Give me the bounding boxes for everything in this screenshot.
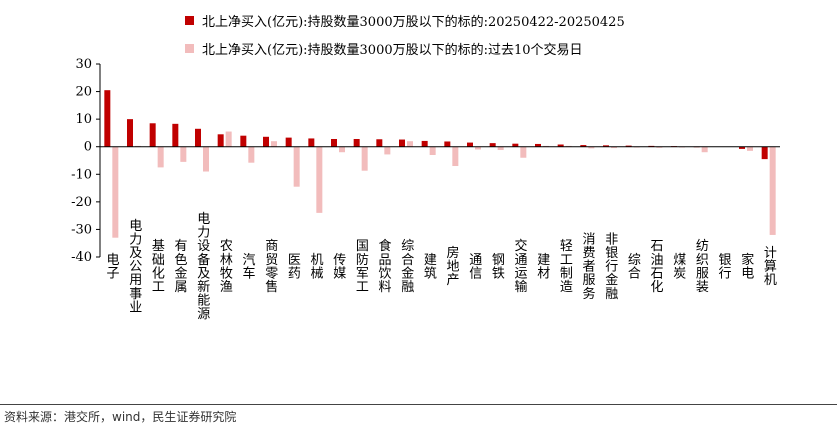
category-label: 煤炭 — [670, 252, 686, 280]
bar-series2-9 — [293, 146, 300, 187]
category-label: 机械 — [308, 252, 324, 279]
bar-series1-14 — [399, 139, 405, 147]
bar-series1-7 — [240, 135, 247, 147]
category-label: 钢铁 — [489, 252, 505, 279]
bar-series1-17 — [467, 142, 473, 147]
bar-series2-14 — [407, 141, 413, 147]
bar-series2-30 — [769, 146, 776, 235]
category-label: 银行 — [716, 252, 732, 280]
y-tick-label: 20 — [75, 85, 92, 100]
bar-series2-11 — [339, 146, 345, 153]
category-label: 房地产 — [444, 245, 460, 287]
category-label: 消费者服务 — [580, 232, 596, 300]
category-label: 电力及公用事业 — [126, 218, 142, 313]
bar-series1-29 — [739, 146, 745, 149]
source-note: 资料来源：港交所，wind，民生证券研究院 — [4, 410, 237, 424]
y-tick-label: -20 — [71, 195, 92, 210]
bar-series1-11 — [331, 138, 337, 147]
bar-series1-19 — [512, 143, 519, 147]
bar-series1-16 — [444, 141, 451, 147]
category-label: 纺织服装 — [693, 239, 709, 293]
category-label: 家电 — [738, 252, 754, 280]
bar-chart: 北上净买入(亿元):持股数量3000万股以下的标的:20250422-20250… — [71, 14, 780, 321]
legend-swatch-1 — [185, 16, 194, 25]
bar-series2-7 — [248, 146, 255, 163]
legend-label-2: 北上净买入(亿元):持股数量3000万股以下的标的:过去10个交易日 — [202, 42, 583, 58]
bar-series1-21 — [557, 144, 564, 147]
category-label: 国防军工 — [353, 239, 369, 293]
category-label: 建材 — [534, 252, 550, 279]
y-tick-label: 0 — [84, 140, 92, 155]
bar-series1-15 — [421, 140, 428, 147]
bar-series1-24 — [625, 145, 632, 147]
category-label: 轻工制造 — [557, 239, 573, 294]
category-label: 综合 — [625, 252, 641, 279]
category-label: 汽车 — [240, 252, 256, 279]
category-label: 综合金融 — [398, 239, 414, 293]
bar-series2-3 — [157, 146, 164, 168]
bar-series2-17 — [475, 146, 481, 150]
category-label: 电力设备及新能源 — [194, 212, 210, 321]
category-label: 交通运输 — [512, 238, 528, 293]
bar-series1-8 — [263, 136, 269, 147]
category-label: 石油石化 — [648, 239, 664, 294]
bar-series1-22 — [580, 145, 587, 147]
y-tick-label: -10 — [71, 167, 92, 182]
bar-series1-9 — [285, 137, 292, 147]
bar-series2-23 — [611, 146, 617, 149]
bar-series2-1 — [112, 146, 119, 238]
bar-series2-13 — [384, 146, 391, 155]
bar-series1-23 — [603, 145, 609, 147]
footer-divider — [0, 404, 837, 405]
category-label: 基础化工 — [149, 239, 165, 293]
y-tick-label: -40 — [71, 250, 92, 265]
bar-series1-12 — [353, 138, 360, 147]
legend-label-1: 北上净买入(亿元):持股数量3000万股以下的标的:20250422-20250… — [202, 14, 625, 30]
category-label: 农林牧渔 — [217, 239, 233, 293]
y-tick-label: -30 — [71, 222, 92, 237]
bar-series1-6 — [217, 134, 224, 147]
bar-series2-19 — [520, 146, 527, 158]
bar-series2-22 — [588, 146, 595, 149]
legend-swatch-2 — [185, 44, 194, 53]
bar-series1-20 — [535, 143, 541, 147]
category-label: 食品饮料 — [376, 238, 392, 293]
bar-series1-30 — [761, 146, 768, 160]
bar-series2-8 — [271, 141, 277, 147]
bar-series1-13 — [376, 139, 383, 147]
bar-series1-10 — [308, 138, 315, 147]
category-label: 传媒 — [330, 252, 346, 279]
bar-series2-15 — [429, 146, 436, 155]
category-label: 非银行金融 — [602, 232, 618, 300]
bar-series2-10 — [316, 146, 323, 213]
category-label: 电子 — [104, 252, 120, 279]
bar-series1-2 — [127, 119, 133, 147]
category-label: 医药 — [285, 252, 301, 279]
bar-series2-25 — [656, 146, 663, 148]
category-label: 通信 — [466, 252, 482, 279]
bar-series2-6 — [225, 131, 232, 147]
bar-series2-16 — [452, 146, 459, 167]
bar-series1-1 — [104, 90, 111, 147]
bar-series2-18 — [497, 146, 504, 151]
bar-series1-18 — [489, 143, 496, 147]
category-label: 建筑 — [421, 252, 437, 280]
bar-series1-4 — [172, 123, 179, 147]
y-tick-label: 10 — [75, 112, 92, 127]
category-label: 有色金属 — [172, 239, 188, 294]
bar-series2-4 — [180, 146, 187, 162]
category-label: 商贸零售 — [262, 239, 278, 293]
bar-series2-29 — [747, 146, 753, 151]
bar-series2-5 — [203, 146, 209, 172]
y-tick-label: 30 — [75, 57, 92, 72]
category-label: 计算机 — [761, 246, 777, 288]
bar-series2-12 — [361, 146, 368, 171]
bar-series1-5 — [195, 128, 201, 147]
bar-series2-27 — [701, 146, 708, 153]
bar-series1-3 — [149, 123, 156, 147]
